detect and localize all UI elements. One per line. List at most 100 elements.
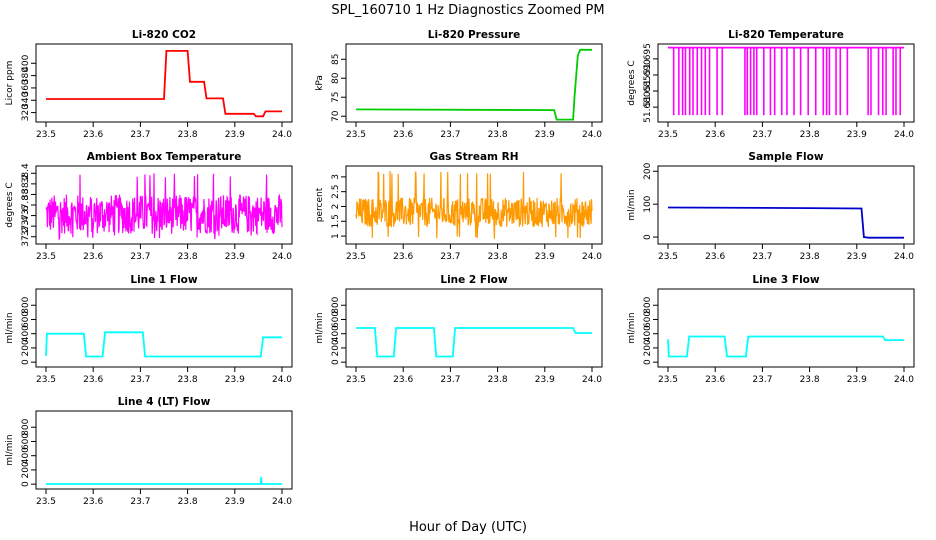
x-tick-label: 23.9 xyxy=(847,252,867,262)
y-tick-label: 0 xyxy=(21,481,31,487)
x-tick-label: 23.5 xyxy=(346,252,366,262)
y-tick-label: 37.8 xyxy=(21,195,31,215)
x-tick-label: 23.8 xyxy=(488,252,508,262)
x-tick-label: 24.0 xyxy=(894,375,914,385)
x-tick-label: 23.5 xyxy=(658,375,678,385)
data-series xyxy=(667,206,904,239)
y-axis-label: ml/min xyxy=(627,312,637,343)
series-line xyxy=(45,173,283,241)
chart-panel: Gas Stream RH 23.5 23.6 23.7 23.8 23.9 24.0 1 1.… xyxy=(315,151,603,262)
y-tick-label: 51.690 xyxy=(643,59,653,91)
x-tick-label: 23.6 xyxy=(83,375,103,385)
y-axis-label: degrees C xyxy=(5,182,15,227)
y-tick-label: 200 xyxy=(643,339,653,356)
panel-title: Line 2 Flow xyxy=(440,274,507,286)
x-tick-label: 23.7 xyxy=(440,252,460,262)
x-tick-label: 23.7 xyxy=(130,375,150,385)
x-tick-label: 23.7 xyxy=(130,497,150,507)
x-tick-label: 23.7 xyxy=(440,375,460,385)
x-tick-label: 24.0 xyxy=(582,130,602,140)
x-tick-label: 23.8 xyxy=(488,375,508,385)
x-tick-label: 23.6 xyxy=(393,130,413,140)
x-tick-label: 23.7 xyxy=(752,252,772,262)
y-tick-label: 600 xyxy=(21,311,31,328)
y-tick-label: 100 xyxy=(643,195,653,212)
chart-panel: Ambient Box Temperature 23.5 23.6 23.7 23.8 2… xyxy=(5,151,293,262)
data-series xyxy=(355,170,593,239)
y-tick-label: 340 xyxy=(21,91,31,108)
x-tick-label: 24.0 xyxy=(272,130,292,140)
x-tick-label: 23.6 xyxy=(705,375,725,385)
y-tick-label: 400 xyxy=(21,54,31,71)
chart-panel: Line 1 Flow 23.5 23.6 23.7 23.8 23.9 24.0 0 2004… xyxy=(5,274,293,385)
chart-panel: Li-820 Temperature 23.5 23.6 23.7 23.8 23.9 24… xyxy=(627,29,915,140)
panel-title: Line 1 Flow xyxy=(130,274,197,286)
x-tick-label: 23.8 xyxy=(488,130,508,140)
y-axis-label: ml/min xyxy=(315,312,325,343)
y-tick-label: 37.4 xyxy=(21,216,31,236)
x-tick-label: 23.8 xyxy=(800,130,820,140)
y-axis-label: percent xyxy=(315,187,325,222)
x-tick-label: 23.5 xyxy=(36,375,56,385)
x-tick-label: 23.8 xyxy=(178,130,198,140)
x-tick-label: 24.0 xyxy=(272,497,292,507)
y-tick-label: 38.4 xyxy=(21,163,31,183)
y-axis-label: ml/min xyxy=(5,312,15,343)
y-tick-label: 85 xyxy=(331,54,341,65)
x-tick-label: 24.0 xyxy=(272,252,292,262)
data-series xyxy=(46,476,282,485)
x-tick-label: 23.7 xyxy=(752,375,772,385)
x-tick-label: 23.5 xyxy=(346,375,366,385)
y-axis-label: degrees C xyxy=(627,60,637,105)
y-tick-label: 600 xyxy=(643,311,653,328)
chart-panel: Line 2 Flow 23.5 23.6 23.7 23.8 23.9 24.0 0 2004… xyxy=(315,274,603,385)
y-tick-label: 38 xyxy=(21,188,31,200)
figure-x-axis-label: Hour of Day (UTC) xyxy=(409,520,527,535)
series-line xyxy=(355,170,593,239)
x-tick-label: 23.9 xyxy=(225,375,245,385)
y-tick-label: 400 xyxy=(643,325,653,342)
y-tick-label: 600 xyxy=(331,311,341,328)
x-tick-label: 23.6 xyxy=(705,130,725,140)
x-tick-label: 24.0 xyxy=(894,130,914,140)
x-tick-label: 23.9 xyxy=(225,497,245,507)
data-series xyxy=(46,50,282,118)
x-tick-label: 23.8 xyxy=(178,252,198,262)
y-tick-label: 0 xyxy=(21,359,31,365)
x-tick-label: 23.9 xyxy=(847,375,867,385)
y-tick-label: 51.685 xyxy=(643,75,653,107)
x-tick-label: 23.5 xyxy=(36,130,56,140)
series-line xyxy=(356,327,592,358)
panel-title: Sample Flow xyxy=(748,151,823,163)
chart-panel: Sample Flow 23.5 23.6 23.7 23.8 23.9 24.0 0 100 2… xyxy=(627,151,915,262)
x-tick-label: 24.0 xyxy=(582,252,602,262)
data-series xyxy=(667,335,904,358)
x-tick-label: 23.6 xyxy=(83,130,103,140)
x-tick-label: 23.6 xyxy=(393,252,413,262)
panel-title: Li-820 CO2 xyxy=(132,29,196,41)
x-tick-label: 23.6 xyxy=(705,252,725,262)
panel-title: Line 3 Flow xyxy=(752,274,819,286)
panel-title: Line 4 (LT) Flow xyxy=(118,396,211,408)
y-tick-label: 0 xyxy=(331,359,341,365)
y-tick-label: 0 xyxy=(643,234,653,240)
x-tick-label: 23.9 xyxy=(225,252,245,262)
x-tick-label: 23.7 xyxy=(440,130,460,140)
y-tick-label: 0 xyxy=(643,359,653,365)
panel-title: Gas Stream RH xyxy=(429,151,518,163)
x-tick-label: 24.0 xyxy=(272,375,292,385)
y-tick-label: 200 xyxy=(331,339,341,356)
x-tick-label: 23.9 xyxy=(535,252,555,262)
y-tick-label: 70 xyxy=(331,110,341,122)
x-tick-label: 23.7 xyxy=(130,252,150,262)
y-axis-label: ml/min xyxy=(5,434,15,465)
x-tick-label: 23.6 xyxy=(83,497,103,507)
y-tick-label: 360 xyxy=(21,79,31,96)
plot-frame xyxy=(657,165,915,245)
x-tick-label: 23.5 xyxy=(346,130,366,140)
x-tick-label: 23.5 xyxy=(36,252,56,262)
panel-title: Li-820 Temperature xyxy=(728,29,844,41)
x-tick-label: 23.5 xyxy=(658,130,678,140)
y-tick-label: 200 xyxy=(21,461,31,478)
y-axis-label: kPa xyxy=(315,75,325,91)
